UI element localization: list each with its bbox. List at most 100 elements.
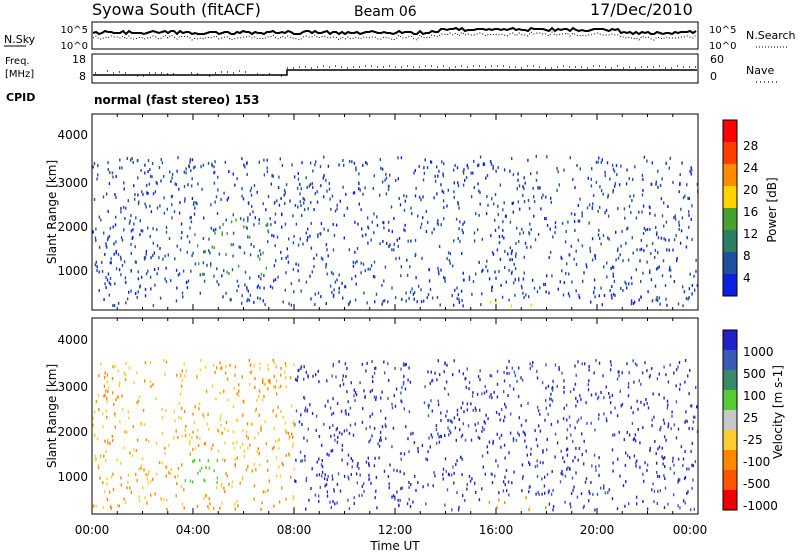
data-cell [563,386,565,389]
data-cell [253,245,255,249]
data-cell [293,424,295,428]
data-cell [291,432,293,436]
data-cell [462,494,464,498]
data-cell [578,446,581,450]
data-cell [150,256,152,260]
data-cell [586,265,588,269]
data-cell [508,493,510,497]
data-cell [338,273,340,277]
data-cell [550,492,553,496]
data-cell [470,402,472,406]
data-cell [228,272,230,275]
data-cell [132,160,134,164]
data-cell [115,398,117,401]
data-cell [130,158,132,162]
data-cell [530,228,532,231]
data-cell [122,205,125,209]
data-cell [292,442,294,446]
data-cell [566,262,568,266]
data-cell [203,272,205,276]
data-cell [521,378,524,382]
data-cell [452,264,454,268]
data-cell [502,489,505,493]
data-cell [486,195,488,198]
data-cell [285,428,287,432]
data-cell [408,410,411,414]
data-cell [610,411,612,415]
data-cell [119,381,121,385]
data-cell [146,191,148,195]
data-cell [98,374,100,378]
data-cell [453,168,455,172]
data-cell [264,382,267,386]
data-cell [203,496,205,500]
data-cell [301,161,303,165]
data-cell [265,442,268,446]
data-cell [688,210,690,214]
data-cell [412,500,414,504]
data-cell [655,226,657,229]
data-cell [321,470,324,474]
data-cell [614,294,616,297]
data-cell [284,222,287,226]
data-cell [656,231,658,235]
data-cell [648,375,651,379]
data-cell [546,274,548,278]
data-cell [577,219,579,223]
data-cell [658,445,661,449]
data-cell [277,186,280,189]
data-cell [250,186,253,190]
data-cell [502,480,505,484]
data-cell [225,472,227,476]
data-cell [521,477,524,481]
data-cell [108,281,111,285]
data-cell [456,297,458,300]
data-cell [148,470,150,474]
data-cell [354,399,356,403]
data-cell [545,399,547,403]
data-cell [688,392,690,396]
data-cell [149,204,151,208]
data-cell [504,475,506,479]
data-cell [309,274,311,278]
data-cell [435,441,438,445]
data-cell [525,419,527,423]
data-cell [169,472,172,476]
data-cell [196,375,198,379]
data-cell [381,302,383,306]
data-cell [630,302,633,306]
data-cell [591,237,594,241]
data-cell [689,169,691,173]
data-cell [518,366,520,370]
data-cell [161,432,164,436]
data-cell [577,204,580,207]
data-cell [691,427,694,431]
data-cell [129,486,131,490]
data-cell [431,379,433,383]
data-cell [382,221,384,225]
data-cell [249,370,252,374]
data-cell [202,261,205,265]
data-cell [219,391,221,395]
data-cell [597,233,600,237]
data-cell [457,237,459,240]
data-cell [536,405,539,409]
data-cell [164,372,166,376]
data-cell [588,379,590,383]
data-cell [594,254,596,258]
data-cell [537,186,540,190]
data-cell [191,158,194,162]
data-cell [459,455,462,459]
data-cell [254,386,256,389]
data-cell [682,285,684,289]
data-cell [572,177,574,181]
data-cell [654,440,656,443]
data-cell [444,279,446,283]
data-cell [145,438,148,442]
data-cell [217,188,219,192]
data-cell [633,454,636,458]
data-cell [552,505,555,509]
data-cell [319,165,322,169]
data-cell [338,163,340,167]
data-cell [95,400,98,404]
